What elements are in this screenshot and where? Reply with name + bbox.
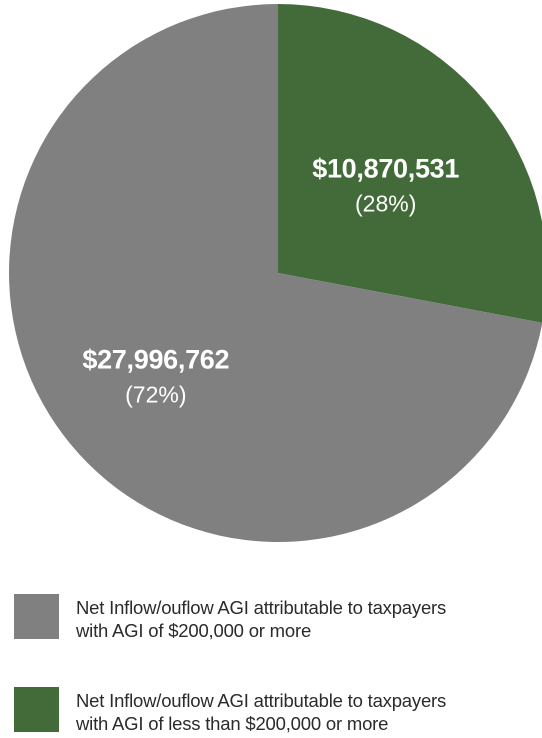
pie-slice-0 — [278, 4, 542, 323]
legend-label-line2: with AGI of less than $200,000 or more — [76, 713, 389, 734]
pie-slice-1 — [9, 4, 542, 542]
pie-chart: $10,870,531 (28%) $27,996,762 (72%) — [9, 4, 542, 542]
legend-item-200k-or-more: Net Inflow/ouflow AGI attributable to ta… — [14, 594, 516, 642]
legend-label-line1: Net Inflow/ouflow AGI attributable to ta… — [76, 690, 447, 711]
slice-percent-label-1: (72%) — [125, 381, 186, 407]
legend-swatch-gray — [14, 594, 59, 639]
slice-value-label-1: $27,996,762 — [82, 344, 229, 374]
slice-value-label-0: $10,870,531 — [312, 154, 459, 184]
pie-chart-svg: $10,870,531 (28%) $27,996,762 (72%) — [9, 4, 542, 542]
slice-percent-label-0: (28%) — [355, 191, 416, 217]
legend-label: Net Inflow/ouflow AGI attributable to ta… — [76, 689, 516, 735]
legend-label-line1: Net Inflow/ouflow AGI attributable to ta… — [76, 597, 447, 618]
legend-label-line2: with AGI of $200,000 or more — [76, 620, 312, 641]
legend-item-less-than-200k: Net Inflow/ouflow AGI attributable to ta… — [14, 687, 516, 735]
legend-swatch-green — [14, 687, 59, 732]
legend-label: Net Inflow/ouflow AGI attributable to ta… — [76, 596, 516, 642]
